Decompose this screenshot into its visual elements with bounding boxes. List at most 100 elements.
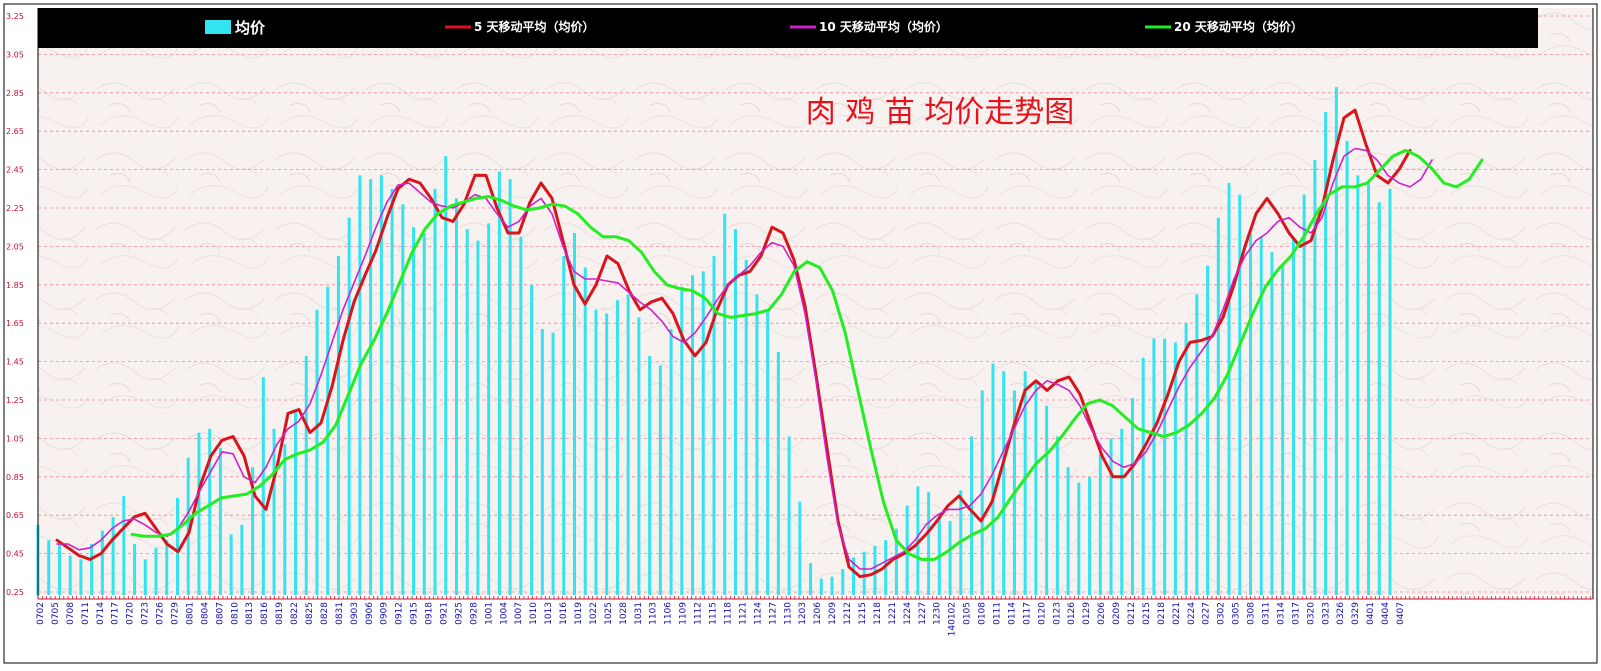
bar — [143, 559, 147, 595]
bar — [1238, 194, 1242, 595]
x-tick-label: 0822 — [290, 602, 300, 625]
x-tick-label: 0807 — [215, 602, 225, 625]
bar — [1281, 265, 1285, 595]
x-tick-label: 0925 — [454, 602, 464, 625]
x-tick-label: 0227 — [1202, 602, 1212, 625]
bar — [294, 409, 298, 595]
bar — [809, 563, 813, 595]
bar — [1034, 380, 1038, 595]
legend: 均价 5 天移动平均（均价） 10 天移动平均（均价） 20 天移动平均（均价） — [205, 19, 1303, 37]
bar — [240, 524, 244, 595]
y-tick-label: 3.05 — [6, 50, 24, 59]
x-tick-label: 1019 — [574, 602, 584, 625]
bar — [1077, 482, 1081, 595]
x-tick-label: 1124 — [753, 602, 763, 625]
bar — [744, 259, 748, 595]
y-tick-label: 2.05 — [6, 242, 24, 251]
x-tick-label: 1028 — [619, 602, 629, 625]
x-tick-label: 0928 — [469, 602, 479, 625]
bar — [422, 232, 426, 595]
x-tick-label: 0810 — [230, 602, 240, 625]
bar — [272, 428, 276, 595]
series-line — [130, 148, 1484, 561]
x-tick-label: 0320 — [1306, 602, 1316, 625]
bar — [755, 294, 759, 595]
bar — [841, 568, 845, 595]
y-tick-label: 1.85 — [6, 281, 24, 290]
bar — [1345, 140, 1349, 596]
x-tick-label: 1007 — [514, 602, 524, 625]
bar — [1227, 183, 1231, 596]
x-tick-label: 0120 — [1037, 602, 1047, 625]
bar — [1313, 160, 1317, 595]
bar — [776, 352, 780, 595]
x-tick-label: 1013 — [544, 602, 554, 625]
bar — [1109, 438, 1113, 595]
bar — [605, 313, 609, 595]
x-tick-label: 1230 — [933, 602, 943, 625]
x-tick-label: 0108 — [978, 602, 988, 625]
x-tick-label: 0717 — [111, 602, 121, 625]
bar — [1334, 87, 1338, 595]
bar — [669, 328, 673, 595]
x-tick-label: 0209 — [1112, 602, 1122, 625]
y-tick-label: 2.25 — [6, 204, 24, 213]
x-tick-label: 0407 — [1396, 602, 1406, 625]
x-tick-label: 0221 — [1172, 602, 1182, 625]
x-tick-label: 0816 — [260, 602, 270, 625]
bar — [1055, 436, 1059, 595]
bar — [261, 376, 265, 595]
legend-label: 均价 — [235, 19, 266, 37]
bar-series — [36, 87, 1392, 596]
y-tick-label: 0.85 — [6, 473, 24, 482]
bar — [733, 229, 737, 595]
x-tick-label: 0918 — [425, 602, 435, 625]
bar — [851, 557, 855, 595]
bar — [1259, 236, 1263, 596]
x-tick-label: 1127 — [768, 602, 778, 625]
bar — [766, 309, 770, 595]
bar — [47, 540, 51, 595]
x-tick-label: 1025 — [604, 602, 614, 625]
bar — [787, 436, 791, 595]
x-tick-label: 1106 — [664, 602, 674, 625]
y-tick-label: 0.25 — [6, 588, 24, 597]
x-tick-label: 0903 — [350, 602, 360, 625]
x-tick-label: 0123 — [1052, 602, 1062, 625]
x-tick-label: 0720 — [126, 602, 136, 625]
bar — [165, 540, 169, 595]
x-tick-label: 1112 — [694, 602, 704, 625]
bar — [122, 496, 126, 595]
bar — [1023, 371, 1027, 595]
x-tick-label: 1103 — [649, 602, 659, 625]
bar — [573, 232, 577, 595]
x-tick-label: 0912 — [395, 602, 405, 625]
x-tick-label: 0831 — [335, 602, 345, 625]
x-tick-label: 0726 — [156, 602, 166, 625]
x-tick-label: 0224 — [1187, 602, 1197, 625]
bar — [1324, 112, 1328, 595]
bar — [1195, 294, 1199, 595]
y-tick-label: 0.65 — [6, 511, 24, 520]
x-tick-label: 1209 — [828, 602, 838, 625]
bar — [540, 328, 544, 595]
bar — [626, 294, 630, 595]
x-tick-label: 1118 — [723, 602, 733, 625]
x-tick-label: 0813 — [245, 602, 255, 625]
x-tick-label: 1010 — [529, 602, 539, 625]
x-tick-label: 1016 — [559, 602, 569, 625]
bar — [379, 175, 383, 596]
x-tick-label: 0326 — [1336, 602, 1346, 625]
bar — [551, 332, 555, 595]
x-tick-label: 0729 — [171, 602, 181, 625]
x-tick-label: 1212 — [843, 602, 853, 625]
bar — [691, 275, 695, 595]
bar — [315, 309, 319, 595]
bar — [90, 544, 94, 595]
bar — [1173, 342, 1177, 595]
bar — [615, 300, 619, 595]
bar — [1356, 175, 1360, 596]
bar — [100, 530, 104, 595]
bar — [1120, 428, 1124, 595]
x-tick-label: 0114 — [1007, 602, 1017, 625]
